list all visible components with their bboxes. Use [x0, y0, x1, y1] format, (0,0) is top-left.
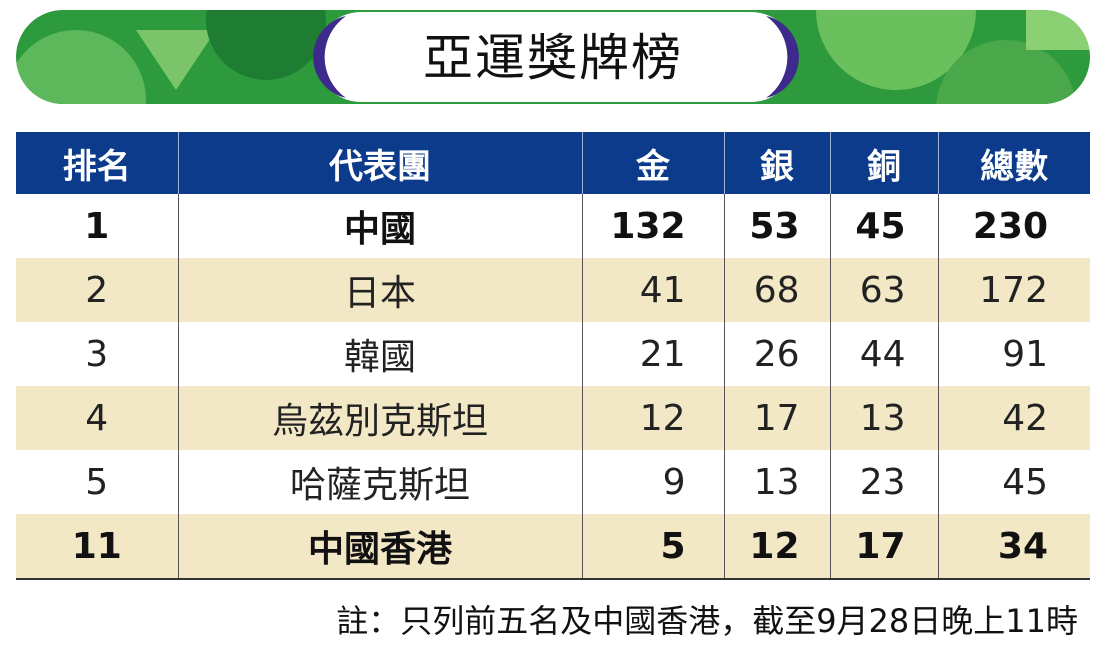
table-cell: 4 — [16, 386, 178, 450]
table-cell: 12 — [581, 386, 724, 450]
table-cell: 日本 — [177, 258, 582, 322]
table-cell: 17 — [723, 386, 830, 450]
table-cell: 17 — [829, 514, 938, 580]
table-cell: 23 — [829, 450, 938, 514]
table-row: 1 中國 132 53 45 230 — [16, 194, 1090, 258]
header-cell: 總數 — [937, 132, 1090, 194]
table-cell: 41 — [581, 258, 724, 322]
table-row: 5 哈薩克斯坦 9 13 23 45 — [16, 450, 1090, 514]
table-cell: 9 — [581, 450, 724, 514]
table-cell: 21 — [581, 322, 724, 386]
header-row: 排名 代表團金銀銅總數 — [16, 132, 1090, 194]
table-cell: 45 — [829, 194, 938, 258]
table-cell: 5 — [85, 461, 109, 503]
table-cell: 42 — [937, 386, 1090, 450]
table-cell: 中國香港 — [177, 514, 582, 580]
table-cell: 34 — [937, 514, 1090, 580]
header-cell: 銀 — [723, 132, 830, 194]
table-row: 2 日本 41 68 63 172 — [16, 258, 1090, 322]
table-cell: 53 — [723, 194, 830, 258]
table-row: 3 韓國 21 26 44 91 — [16, 322, 1090, 386]
table-cell: 45 — [937, 450, 1090, 514]
table-cell: 91 — [937, 322, 1090, 386]
table-row: 4 烏茲別克斯坦 12 17 13 42 — [16, 386, 1090, 450]
table-cell: 中國 — [177, 194, 582, 258]
header-cell: 金 — [581, 132, 724, 194]
table-cell: 5 — [581, 514, 724, 580]
table-cell: 烏茲別克斯坦 — [177, 386, 582, 450]
header-cell: 代表團 — [177, 132, 582, 194]
title: 亞運獎牌榜 — [423, 29, 683, 87]
table-cell: 韓國 — [177, 322, 582, 386]
table-cell: 44 — [829, 322, 938, 386]
header-cell: 排名 — [16, 132, 178, 194]
table-cell: 12 — [723, 514, 830, 580]
table-cell: 68 — [723, 258, 830, 322]
table-cell: 3 — [85, 333, 109, 375]
title-banner — [16, 10, 1090, 104]
table-cell: 63 — [829, 258, 938, 322]
table-cell: 哈薩克斯坦 — [177, 450, 582, 514]
medal-table: 排名 代表團金銀銅總數 1 中國 132 53 45 230 2 日本 41 68 63 172 3 韓國 2… — [16, 132, 1090, 580]
table-cell: 1 — [84, 205, 110, 247]
table-row: 11 中國香港 5 12 17 34 — [16, 514, 1090, 580]
header-cell: 銅 — [829, 132, 938, 194]
table-cell: 230 — [937, 194, 1090, 258]
table-cell: 2 — [16, 258, 178, 322]
table-cell: 11 — [16, 514, 178, 580]
table-cell: 26 — [723, 322, 830, 386]
table-cell: 13 — [829, 386, 938, 450]
table-cell: 13 — [723, 450, 830, 514]
table-cell: 132 — [581, 194, 724, 258]
table-cell: 172 — [937, 258, 1090, 322]
footnote: 註：只列前五名及中國香港，截至9月28日晚上11時 — [336, 602, 1078, 640]
